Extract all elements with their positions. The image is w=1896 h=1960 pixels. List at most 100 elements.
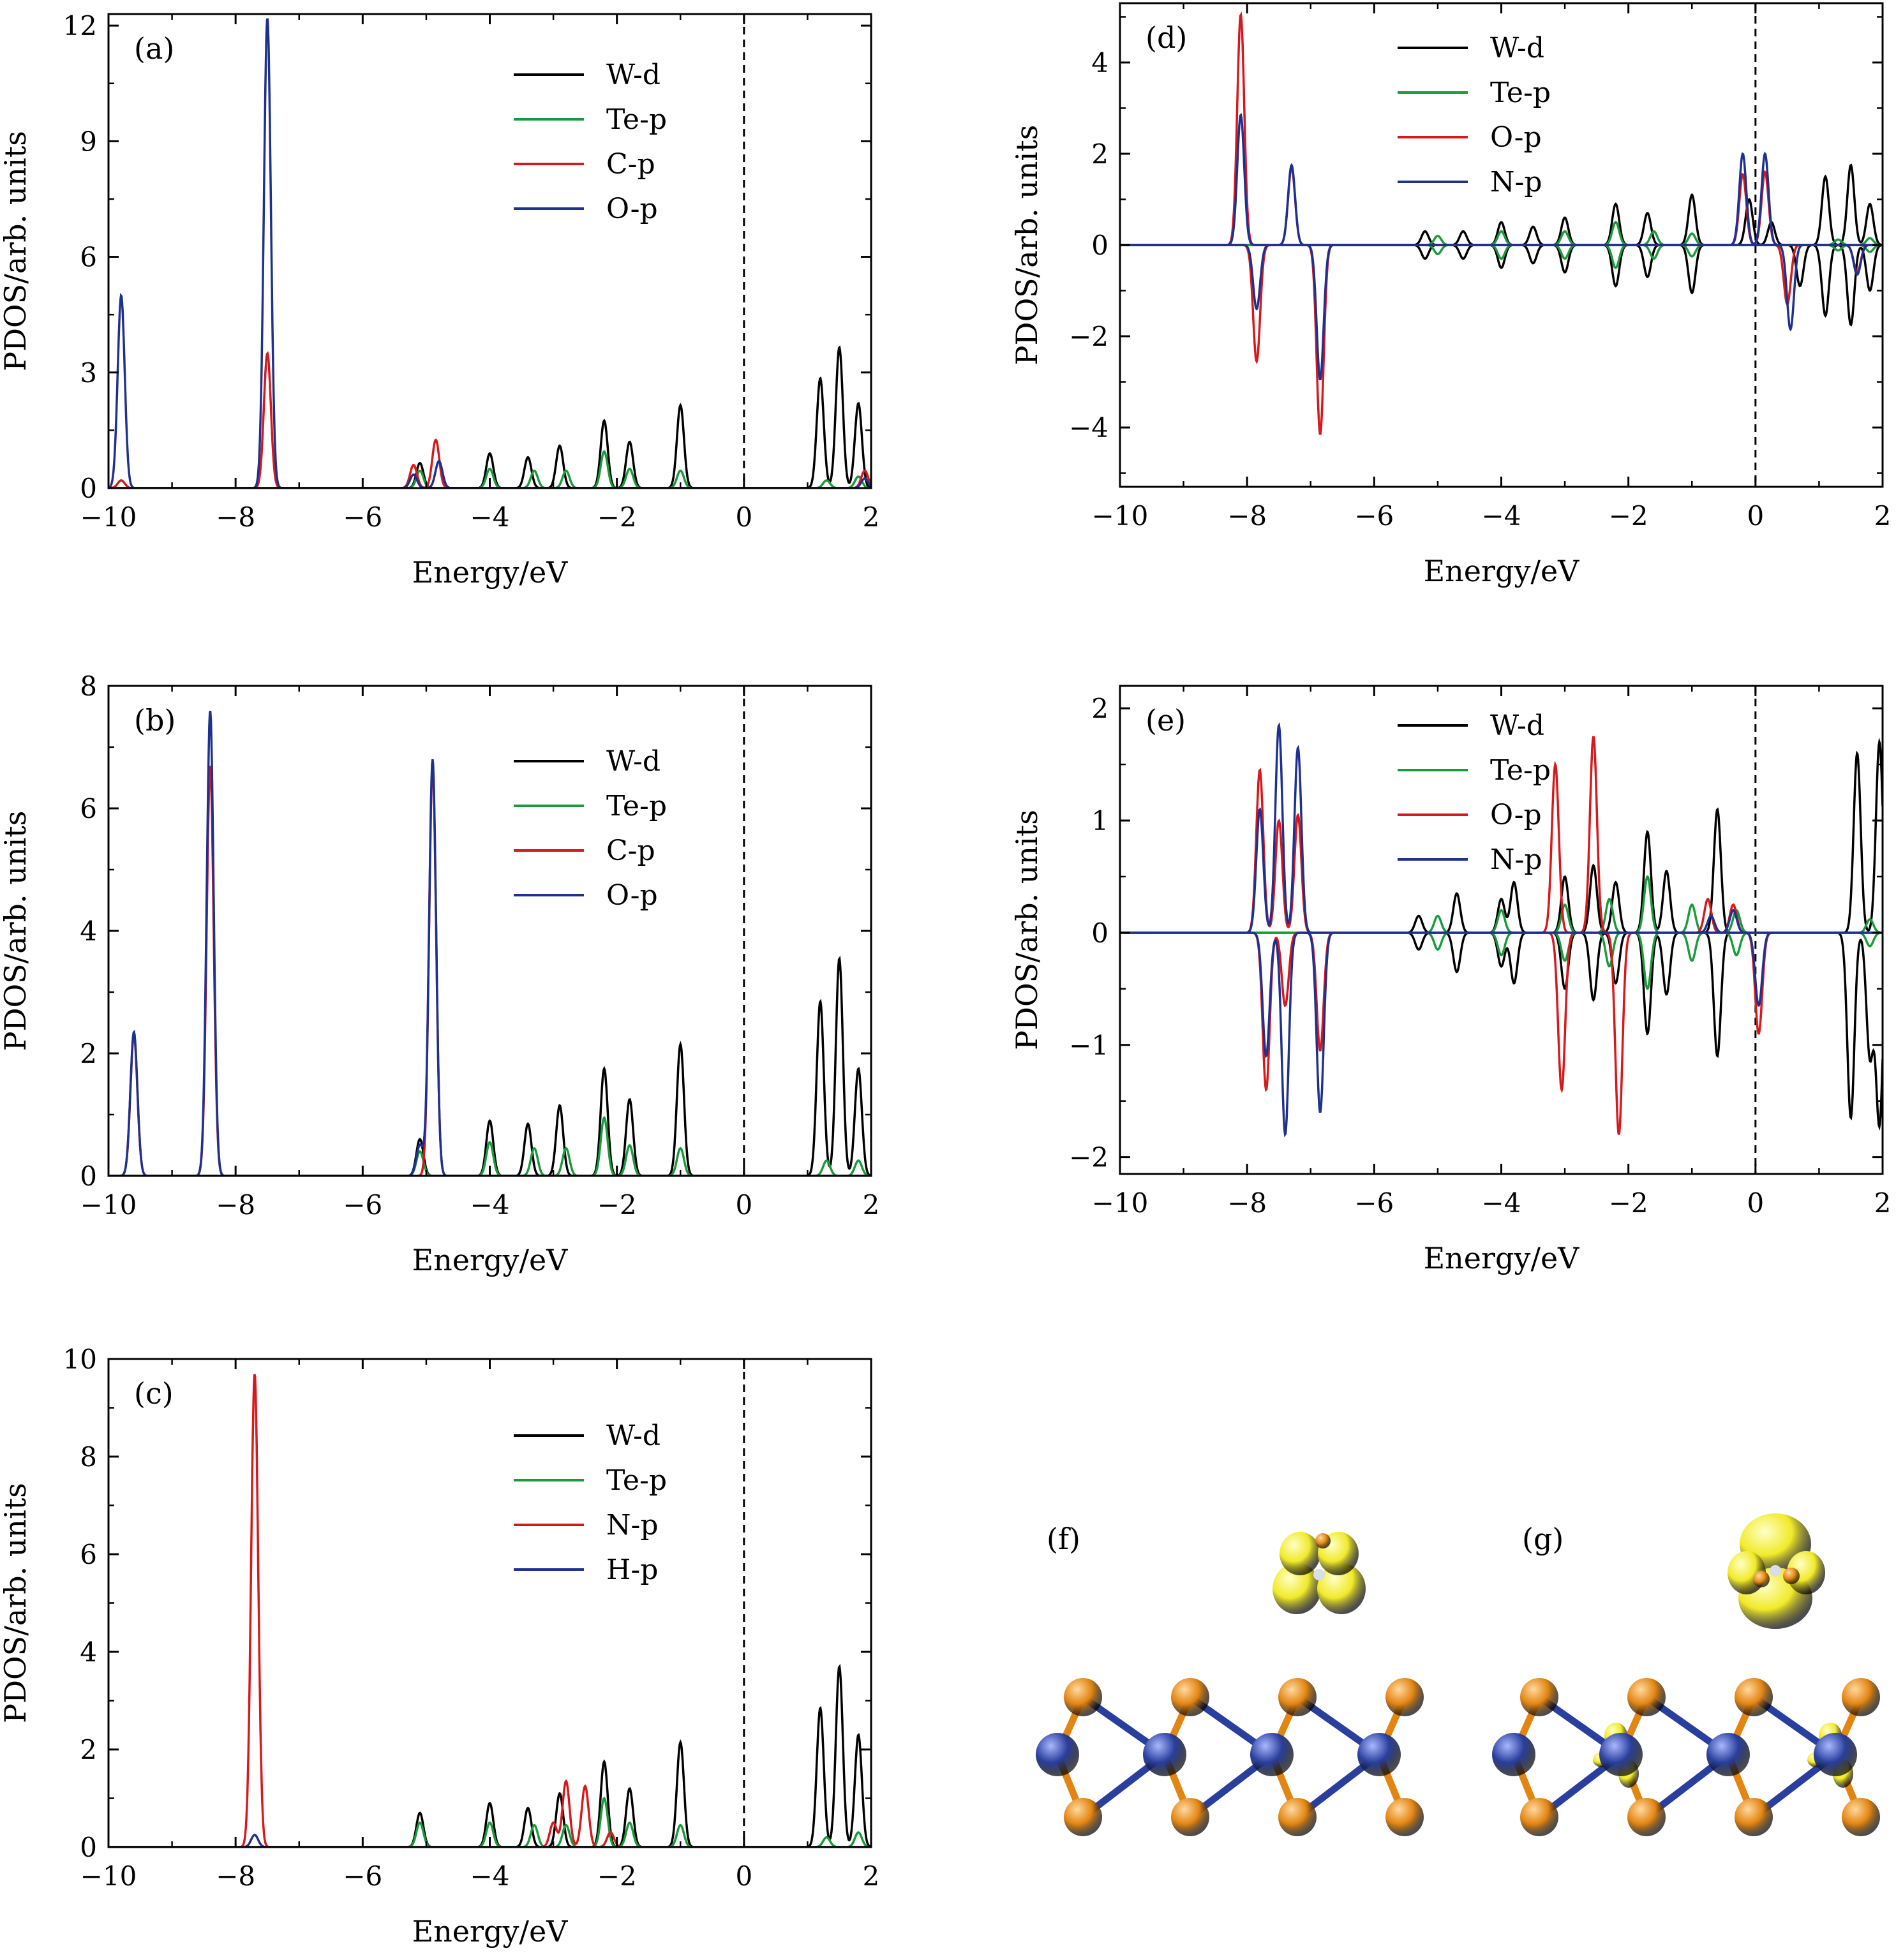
legend-label: H-p <box>606 1554 658 1586</box>
w-atom <box>1706 1733 1750 1776</box>
legend-label: Te-p <box>1490 754 1551 787</box>
series-line-te-p-down <box>1120 932 1883 990</box>
x-tick-label: −8 <box>216 501 255 533</box>
adsorbate-atom <box>1313 1569 1325 1580</box>
legend-label: N-p <box>606 1509 659 1541</box>
legend-label: W-d <box>606 59 661 91</box>
legend-label: Te-p <box>606 790 667 822</box>
legend-label: O-p <box>1490 121 1542 154</box>
te-atom <box>1735 1678 1773 1716</box>
y-tick-label: −4 <box>1069 412 1108 443</box>
legend-label: Te-p <box>606 103 667 136</box>
x-tick-label: −6 <box>1354 1187 1394 1219</box>
y-tick-label: 0 <box>1091 230 1108 261</box>
legend-label: O-p <box>606 193 658 225</box>
x-tick-label: 2 <box>863 501 880 533</box>
series-line-o-p-down <box>1120 932 1883 1135</box>
legend-label: N-p <box>1490 843 1542 876</box>
x-tick-label: −8 <box>1227 1187 1267 1219</box>
y-axis-label: PDOS/arb. units <box>0 131 33 371</box>
x-tick-label: −4 <box>470 1860 510 1892</box>
w-atom <box>1036 1733 1079 1776</box>
structure-model <box>1036 1532 1424 1836</box>
te-atom <box>1520 1798 1558 1836</box>
x-tick-label: −6 <box>343 1189 382 1221</box>
structure-model <box>1492 1513 1880 1836</box>
y-tick-label: 0 <box>80 1161 97 1192</box>
y-tick-label: 3 <box>80 357 97 389</box>
legend-label: W-d <box>606 745 661 778</box>
legend-label: W-d <box>606 1420 661 1452</box>
y-tick-label: 1 <box>1091 805 1108 836</box>
adsorbate-atom <box>1315 1533 1331 1548</box>
adsorbate-atom <box>1770 1565 1781 1577</box>
x-tick-label: −2 <box>1609 500 1648 531</box>
y-tick-label: 2 <box>80 1734 97 1765</box>
series-line-te-p <box>108 1796 871 1847</box>
x-tick-label: 2 <box>1874 500 1892 531</box>
legend-label: C-p <box>606 148 655 181</box>
te-atom <box>1171 1678 1209 1716</box>
plot-frame <box>107 685 872 1177</box>
te-atom <box>1627 1678 1666 1716</box>
x-tick-label: −6 <box>343 1860 382 1892</box>
series-line-w-d <box>108 1663 871 1847</box>
x-tick-label: 0 <box>735 501 752 533</box>
x-tick-label: −6 <box>1354 500 1394 531</box>
series-line-w-d-down <box>1120 244 1883 327</box>
series-line-n-p-down <box>1120 932 1883 1138</box>
x-tick-label: −6 <box>343 501 382 533</box>
structure-images <box>1036 1513 1880 1836</box>
chart-panel: −10 −8 −6 −4 −2 0 2 0 2 4 6 8 Energy/eV PDOS/arb. uni… <box>0 671 879 1277</box>
series-line-te-p <box>108 450 871 488</box>
panel-label-f: (f) <box>1047 1522 1080 1556</box>
series-line-n-p <box>108 1374 871 1847</box>
te-atom <box>1385 1798 1424 1836</box>
panel-label: (b) <box>134 703 175 738</box>
series-line-w-d <box>108 955 871 1176</box>
y-tick-label: 9 <box>80 126 97 157</box>
y-tick-label: 12 <box>63 10 97 41</box>
w-atom <box>1250 1733 1294 1776</box>
series-line-n-p-down <box>1120 244 1883 381</box>
y-tick-label: 0 <box>80 473 97 504</box>
isosurface-lobe <box>1787 1551 1825 1594</box>
x-tick-label: −8 <box>216 1189 255 1221</box>
y-tick-label: 6 <box>80 793 97 824</box>
x-tick-label: 2 <box>1874 1187 1892 1219</box>
y-tick-label: 4 <box>80 1637 97 1668</box>
w-atom <box>1599 1733 1643 1776</box>
w-atom <box>1492 1733 1535 1776</box>
x-tick-label: −4 <box>470 1189 510 1221</box>
y-tick-label: −2 <box>1069 1142 1108 1173</box>
y-tick-label: 2 <box>80 1038 97 1069</box>
x-tick-label: −2 <box>597 501 637 533</box>
series-line-o-p <box>108 18 871 488</box>
chart-panel: −10 −8 −6 −4 −2 0 2 −4 −2 0 2 4 Energy/eV PDOS/arb. u… <box>1010 2 1892 588</box>
panel-label-g: (g) <box>1522 1522 1564 1556</box>
series-line-te-p-down <box>1120 244 1883 269</box>
te-atom <box>1627 1798 1666 1836</box>
legend-label: Te-p <box>1490 77 1551 109</box>
legend-label: O-p <box>1490 799 1542 831</box>
x-tick-label: −2 <box>597 1189 637 1221</box>
w-atom <box>1357 1733 1401 1776</box>
panel-label: (a) <box>134 31 174 66</box>
x-tick-label: 0 <box>1747 1187 1764 1219</box>
legend-label: N-p <box>1490 166 1542 198</box>
w-atom <box>1143 1733 1186 1776</box>
y-tick-label: 8 <box>80 671 97 702</box>
y-tick-label: 6 <box>80 1539 97 1570</box>
te-atom <box>1520 1678 1558 1716</box>
series-line-c-p <box>108 765 871 1176</box>
te-atom <box>1842 1798 1880 1836</box>
x-tick-label: −8 <box>216 1860 255 1892</box>
x-axis-label: Energy/eV <box>412 1243 569 1277</box>
te-atom <box>1842 1678 1880 1716</box>
series-line-o-p <box>108 710 871 1176</box>
plot-frame <box>107 13 872 489</box>
te-atom <box>1278 1798 1317 1836</box>
isosurface-lobe <box>1273 1563 1321 1614</box>
